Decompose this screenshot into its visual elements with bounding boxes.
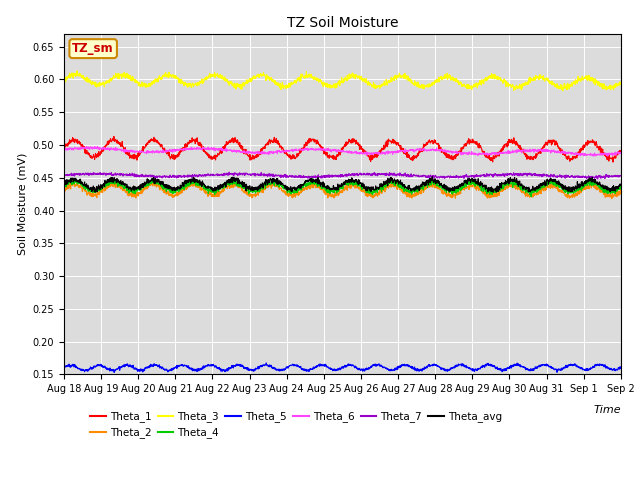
Line: Theta_1: Theta_1 <box>64 136 621 162</box>
Theta_3 <box>60 78 68 84</box>
Theta_1 <box>110 133 118 139</box>
Theta_7 <box>60 171 68 177</box>
Theta_avg <box>617 181 625 187</box>
Theta_7 <box>88 171 96 177</box>
Theta_2 <box>316 186 324 192</box>
Line: Theta_3: Theta_3 <box>64 71 621 91</box>
Theta_1 <box>331 155 339 161</box>
Theta_7 <box>225 169 233 175</box>
Line: Theta_6: Theta_6 <box>64 146 621 156</box>
Theta_2 <box>601 192 609 198</box>
Theta_3 <box>602 86 609 92</box>
Theta_1 <box>88 154 96 160</box>
Theta_4 <box>60 185 68 191</box>
Theta_5 <box>317 362 324 368</box>
Theta_4 <box>601 189 609 195</box>
Theta_4 <box>88 190 96 195</box>
Theta_1 <box>60 145 68 151</box>
Theta_7 <box>601 176 609 181</box>
Theta_1 <box>617 148 625 154</box>
Theta_3 <box>331 85 339 91</box>
Theta_2 <box>310 177 317 183</box>
Text: Time: Time <box>593 405 621 415</box>
Theta_5 <box>60 365 68 371</box>
Theta_2 <box>60 188 68 193</box>
Theta_1 <box>316 142 324 148</box>
Theta_avg <box>331 184 339 190</box>
Theta_6 <box>60 147 68 153</box>
Theta_1 <box>601 153 609 158</box>
Theta_5 <box>332 367 339 372</box>
Title: TZ Soil Moisture: TZ Soil Moisture <box>287 16 398 30</box>
Theta_7 <box>499 172 506 178</box>
Theta_4 <box>617 182 625 188</box>
Theta_5 <box>601 362 609 368</box>
Theta_7 <box>331 173 339 179</box>
Theta_6 <box>617 151 625 156</box>
Theta_1 <box>609 159 617 165</box>
Theta_3 <box>617 82 625 87</box>
Theta_6 <box>590 153 598 159</box>
Y-axis label: Soil Moisture (mV): Soil Moisture (mV) <box>17 153 27 255</box>
Theta_2 <box>608 196 616 202</box>
Theta_6 <box>601 151 609 156</box>
Theta_2 <box>88 193 96 199</box>
Theta_2 <box>331 190 339 195</box>
Theta_7 <box>617 173 625 179</box>
Theta_avg <box>601 185 609 191</box>
Theta_2 <box>499 186 506 192</box>
Theta_7 <box>316 174 324 180</box>
Theta_1 <box>499 145 506 151</box>
Line: Theta_2: Theta_2 <box>64 180 621 199</box>
Theta_3 <box>499 80 506 86</box>
Theta_6 <box>316 145 324 151</box>
Theta_3 <box>73 68 81 73</box>
Theta_1 <box>601 152 609 158</box>
Theta_6 <box>602 151 609 157</box>
Theta_5 <box>499 368 507 374</box>
Theta_avg <box>60 182 68 188</box>
Theta_avg <box>316 181 324 187</box>
Theta_6 <box>331 147 339 153</box>
Theta_avg <box>602 183 609 189</box>
Text: TZ_sm: TZ_sm <box>72 42 114 55</box>
Theta_avg <box>499 181 507 187</box>
Theta_5 <box>602 362 609 368</box>
Theta_3 <box>89 79 97 85</box>
Theta_4 <box>331 187 339 192</box>
Theta_3 <box>559 88 566 94</box>
Theta_avg <box>88 185 96 191</box>
Theta_4 <box>308 175 316 180</box>
Line: Theta_4: Theta_4 <box>64 178 621 197</box>
Theta_4 <box>499 185 506 191</box>
Line: Theta_avg: Theta_avg <box>64 177 621 192</box>
Theta_7 <box>594 176 602 182</box>
Theta_4 <box>527 194 535 200</box>
Theta_5 <box>88 365 96 371</box>
Theta_7 <box>602 174 609 180</box>
Theta_5 <box>262 360 270 366</box>
Legend: Theta_1, Theta_2, Theta_3, Theta_4, Theta_5, Theta_6, Theta_7, Theta_avg: Theta_1, Theta_2, Theta_3, Theta_4, Thet… <box>86 407 506 443</box>
Theta_6 <box>93 144 101 149</box>
Theta_3 <box>601 84 609 90</box>
Theta_5 <box>617 364 625 370</box>
Theta_6 <box>499 150 506 156</box>
Theta_avg <box>428 174 436 180</box>
Theta_6 <box>88 146 96 152</box>
Theta_2 <box>617 188 625 193</box>
Line: Theta_5: Theta_5 <box>64 363 621 372</box>
Theta_5 <box>110 370 118 375</box>
Theta_2 <box>601 189 609 195</box>
Theta_4 <box>602 187 609 193</box>
Theta_avg <box>490 190 497 195</box>
Theta_4 <box>316 182 324 188</box>
Theta_3 <box>316 77 324 83</box>
Line: Theta_7: Theta_7 <box>64 172 621 179</box>
